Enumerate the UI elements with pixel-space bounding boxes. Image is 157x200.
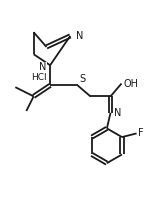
Text: HCl: HCl	[31, 73, 46, 82]
Text: N: N	[114, 108, 122, 118]
Text: N: N	[39, 62, 46, 72]
Text: OH: OH	[123, 79, 138, 89]
Text: N: N	[76, 31, 83, 41]
Text: F: F	[138, 128, 144, 138]
Text: S: S	[79, 74, 86, 84]
